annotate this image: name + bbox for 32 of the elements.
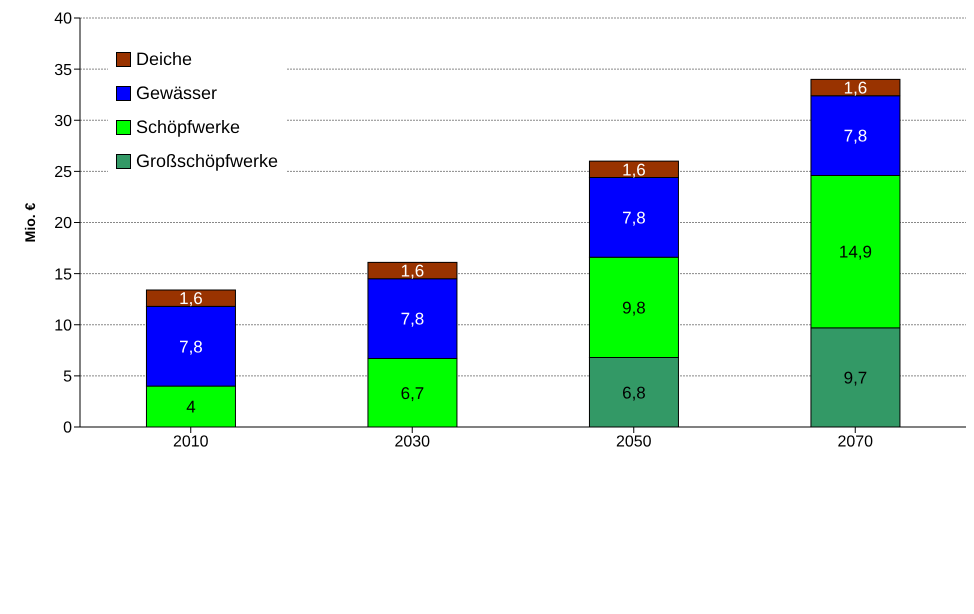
y-axis-title: Mio. € [22,202,38,242]
legend-label: Schöpfwerke [136,116,240,138]
data-label: 7,8 [622,208,646,228]
data-label: 1,6 [400,262,424,281]
x-tick-label: 2050 [616,433,652,450]
legend-label: Gewässer [136,82,218,104]
y-tick-label: 20 [54,215,72,232]
legend-label: Deiche [136,48,192,70]
x-tick-label: 2030 [394,433,430,450]
y-tick-label: 30 [54,112,72,130]
y-tick-label: 25 [54,164,72,182]
data-label: 14,9 [838,242,872,262]
data-label: 1,6 [844,78,868,98]
legend-label: Großschöpfwerke [136,150,278,172]
data-label: 9,7 [844,368,868,388]
x-tick-label: 2070 [837,433,874,450]
data-label: 1,6 [179,289,203,308]
y-tick-label: 35 [54,62,72,79]
data-label: 7,8 [179,337,203,356]
y-tick-label: 15 [54,266,72,284]
data-label: 7,8 [400,310,424,329]
x-tick-label: 2010 [172,433,209,450]
data-label: 9,8 [622,298,646,318]
data-label: 4 [186,398,196,417]
y-tick-label: 5 [63,368,72,386]
data-label: 6,8 [622,383,646,402]
y-tick-label: 40 [54,10,72,28]
data-label: 6,7 [400,384,424,403]
data-label: 1,6 [622,160,646,180]
y-tick-label: 10 [54,317,72,334]
y-tick-label: 0 [63,420,72,437]
data-label: 7,8 [844,126,868,146]
